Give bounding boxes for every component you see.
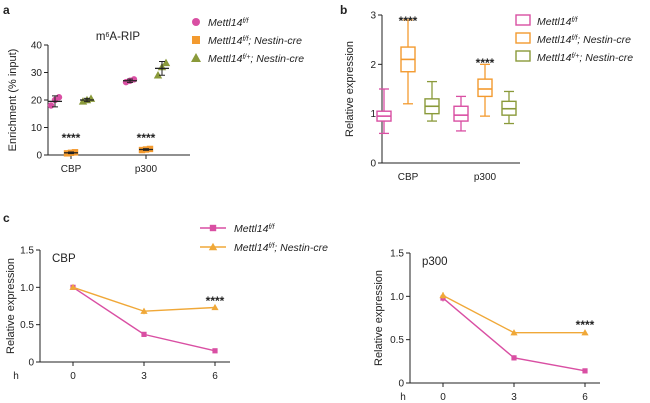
series-line [72, 286, 216, 352]
legend-label: Mettl14f/f; Nestin-cre [234, 242, 328, 254]
y-tick-label: 0 [28, 358, 34, 369]
panel-a-enrichment-chart: a m6A-RIP 0 10 20 30 40 Enrichment (% input) CBP… [3, 3, 304, 175]
significance-stars: **** [62, 131, 81, 145]
y-axis-label: Enrichment (% input) [7, 49, 19, 152]
legend-label: Mettl14f/+; Nestin-cre [208, 53, 304, 65]
y-tick-label: 0 [370, 159, 376, 170]
y-tick-label: 1.5 [390, 249, 404, 260]
series-line [442, 294, 585, 334]
data-point [582, 368, 588, 374]
y-axis-label: Relative expression [344, 41, 356, 137]
y-tick-label: 0.5 [20, 320, 34, 331]
data-point [140, 307, 148, 314]
significance-stars: **** [576, 318, 595, 332]
y-tick-label: 1.0 [390, 292, 404, 303]
y-tick-label: 3 [370, 11, 376, 22]
x-tick-label: 0 [70, 371, 76, 382]
data-point [69, 283, 77, 290]
x-tick-label: p300 [474, 172, 497, 183]
x-tick-label: 3 [141, 371, 147, 382]
x-axis-label: h [13, 371, 19, 382]
y-tick-label: 0 [398, 379, 404, 390]
legend-label: Mettl14f/f [537, 16, 578, 28]
y-tick-label: 10 [31, 123, 43, 134]
legend-label: Mettl14f/+; Nestin-cre [537, 52, 633, 64]
panel-b-boxplot-chart: b 0 1 2 3 Relative expression CBP p300 **** **** M… [340, 3, 633, 183]
legend-label: Mettl14f/f; Nestin-cre [208, 35, 302, 47]
panel-c-legend: Mettl14f/f Mettl14f/f; Nestin-cre [200, 223, 328, 254]
y-tick-label: 40 [31, 41, 43, 52]
significance-stars: **** [206, 294, 225, 308]
legend-marker [208, 242, 218, 251]
y-tick-label: 2 [370, 60, 376, 71]
legend-marker [515, 14, 531, 26]
y-tick-label: 0.5 [390, 335, 404, 346]
y-tick-label: 1.5 [20, 246, 34, 257]
x-tick-label: 0 [440, 392, 446, 403]
x-tick-label: 6 [212, 371, 218, 382]
x-tick-label: 3 [511, 392, 517, 403]
chart-title: m6A-RIP [96, 31, 141, 43]
data-point [161, 58, 171, 67]
legend-marker [515, 32, 531, 44]
data-point [212, 348, 218, 354]
panel-c-letter: c [3, 211, 10, 225]
data-point [511, 355, 517, 361]
x-tick-label: p300 [135, 164, 158, 175]
y-axis-label: Relative expression [373, 270, 385, 366]
legend-marker [209, 224, 217, 232]
significance-stars: **** [476, 56, 495, 70]
legend-label: Mettl14f/f [234, 223, 275, 235]
data-point [47, 102, 55, 109]
data-point [55, 94, 63, 101]
x-tick-label: CBP [61, 164, 82, 175]
y-tick-label: 30 [31, 68, 43, 79]
legend-marker [192, 36, 200, 44]
chart-title: CBP [52, 253, 76, 265]
data-point [439, 291, 447, 299]
legend-label: Mettl14f/f; Nestin-cre [537, 34, 631, 46]
significance-stars: **** [399, 14, 418, 28]
y-tick-label: 1.0 [20, 283, 34, 294]
panel-c-p300-line-chart: 0 0.5 1.0 1.5 Relative expression 0 3 6 h p300 ***… [373, 249, 600, 403]
legend-marker [191, 53, 201, 62]
y-tick-label: 0 [36, 151, 42, 162]
chart-title: p300 [422, 256, 448, 268]
y-tick-label: 1 [370, 109, 376, 120]
significance-stars: **** [137, 131, 156, 145]
box [453, 105, 469, 122]
data-point [581, 329, 589, 336]
x-tick-label: 6 [582, 392, 588, 403]
x-axis-label: h [400, 392, 406, 403]
panel-b-letter: b [340, 3, 347, 17]
box [477, 78, 493, 98]
y-axis-label: Relative expression [5, 258, 17, 354]
legend-marker [192, 18, 200, 26]
y-tick-label: 20 [31, 96, 43, 107]
panel-a-letter: a [3, 3, 10, 17]
legend-marker [515, 50, 531, 62]
legend-label: Mettl14f/f [208, 17, 249, 29]
data-point [153, 71, 163, 79]
x-tick-label: CBP [398, 172, 419, 183]
data-point [211, 303, 219, 311]
data-point [141, 331, 147, 337]
data-point [510, 329, 518, 336]
